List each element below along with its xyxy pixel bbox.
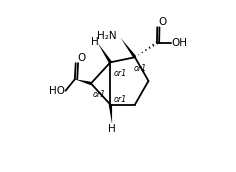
Text: or1: or1 <box>134 64 147 73</box>
Text: or1: or1 <box>114 69 127 78</box>
Text: H₂N: H₂N <box>97 31 116 41</box>
Text: or1: or1 <box>114 95 127 104</box>
Polygon shape <box>75 79 91 85</box>
Text: H: H <box>108 124 116 134</box>
Polygon shape <box>121 38 136 58</box>
Text: or1: or1 <box>93 90 106 99</box>
Text: H: H <box>91 37 99 47</box>
Text: O: O <box>158 17 167 27</box>
Polygon shape <box>109 104 112 124</box>
Text: OH: OH <box>172 38 187 48</box>
Polygon shape <box>98 43 112 63</box>
Text: O: O <box>77 53 86 63</box>
Text: HO: HO <box>49 86 65 96</box>
